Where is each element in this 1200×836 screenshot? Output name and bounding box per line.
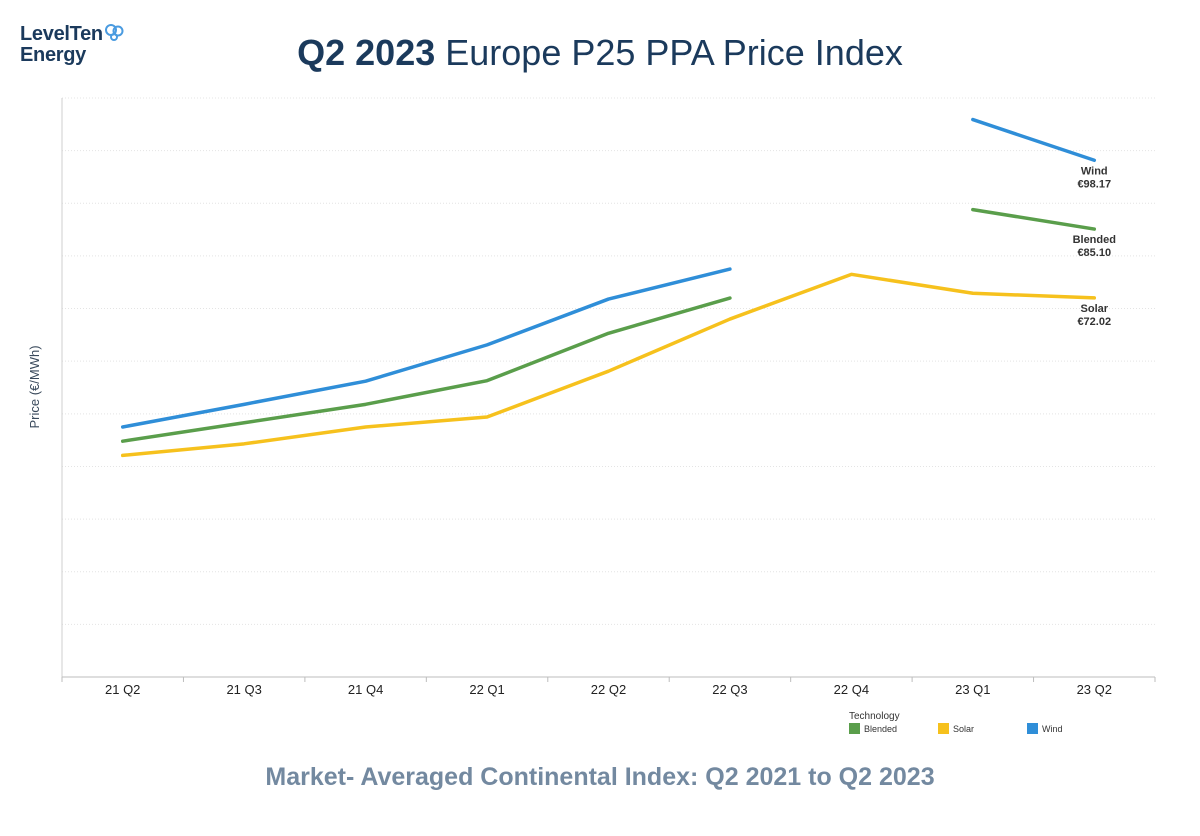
legend-swatch-solar	[938, 723, 949, 734]
chart-series	[120, 117, 1097, 458]
x-axis-ticks: 21 Q2 21 Q3 21 Q4 22 Q1 22 Q2 22 Q3 22 Q4 23 Q1…	[61, 677, 1156, 697]
end-label-value-blended: €85.10	[1077, 247, 1111, 259]
end-label-name-solar: Solar	[1081, 303, 1109, 315]
chart-title-rest: Europe P25 PPA Price Index	[435, 32, 903, 73]
legend-label-solar: Solar	[953, 724, 974, 734]
legend-title: Technology	[849, 711, 900, 722]
chart-title-bold: Q2 2023	[297, 32, 436, 73]
chart-subtitle: Market- Averaged Continental Index: Q2 2…	[265, 763, 935, 791]
x-tick-label: 23 Q2	[1077, 682, 1112, 697]
x-tick-label: 21 Q4	[348, 682, 383, 697]
y-axis-label: Price (€/MWh)	[27, 345, 42, 428]
brand-cloud-icon	[105, 24, 124, 41]
series-end-labels: Blended€85.10 Solar€72.02 Wind€98.17	[1073, 165, 1116, 328]
x-tick-label: 22 Q3	[712, 682, 747, 697]
x-tick-label: 22 Q4	[834, 682, 869, 697]
x-tick-label: 21 Q3	[226, 682, 261, 697]
series-line-wind	[971, 117, 1097, 163]
series-line-solar	[120, 272, 1097, 458]
end-label-name-blended: Blended	[1073, 234, 1116, 246]
end-label-value-wind: €98.17	[1077, 178, 1111, 190]
legend-swatch-wind	[1027, 723, 1038, 734]
brand-logo: LevelTen Energy	[20, 23, 124, 66]
legend-swatch-blended	[849, 723, 860, 734]
end-label-value-solar: €72.02	[1077, 316, 1111, 328]
chart-title: Q2 2023 Europe P25 PPA Price Index	[0, 32, 1200, 74]
brand-name-line2: Energy	[20, 44, 87, 66]
legend-label-wind: Wind	[1042, 724, 1063, 734]
x-tick-label: 23 Q1	[955, 682, 990, 697]
series-line-blended	[971, 207, 1097, 231]
end-label-name-wind: Wind	[1081, 165, 1108, 177]
legend: Technology Blended Solar Wind	[849, 711, 1063, 734]
x-tick-label: 21 Q2	[105, 682, 140, 697]
brand-name-line1: LevelTen	[20, 23, 103, 45]
chart-gridlines	[62, 97, 1155, 625]
series-line-blended	[120, 296, 732, 443]
legend-label-blended: Blended	[864, 724, 897, 734]
x-tick-label: 22 Q2	[591, 682, 626, 697]
series-line-wind	[120, 267, 732, 429]
x-tick-label: 22 Q1	[469, 682, 504, 697]
